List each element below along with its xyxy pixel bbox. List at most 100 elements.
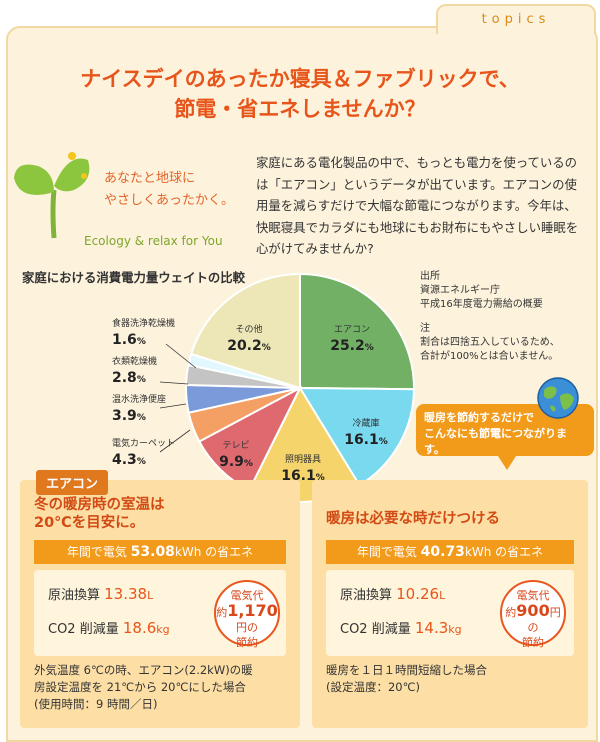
co2-unit: kg [448, 623, 462, 636]
pie-slice [189, 272, 301, 390]
callout-bubble: 暖房を節約するだけで こんなにも節電につながります。 [416, 404, 594, 470]
co2-label: CO2 削減量 [48, 622, 123, 637]
slice-label: テレビ [222, 440, 249, 451]
source-line-3: 平成16年度電力需給の概要 [420, 299, 543, 310]
cost-saving: 節約 [236, 636, 258, 649]
cost-label: 電気代 [516, 589, 550, 602]
slice-value: 9.9% [219, 454, 253, 470]
cost-amount: 約1,170円の [216, 603, 278, 635]
slice-value: 1.6% [112, 332, 146, 348]
panel2-cost-badge: 電気代 約900円の 節約 [500, 580, 566, 649]
tagline-line-2: やさしくあったかく。 [104, 193, 235, 208]
headline-line-2: 節電・省エネしませんか？ [174, 97, 426, 121]
tagline: あなたと地球に やさしくあったかく。 [104, 168, 234, 212]
cost-amount: 約900円の [502, 603, 564, 635]
co2-value: 14.3 [414, 619, 449, 637]
tagline-line-1: あなたと地球に [104, 171, 196, 186]
intro-text: 家庭にある電化製品の中で、もっとも電力を使っているのは「エアコン」というデータが… [256, 155, 579, 256]
panel2-stats-card: 原油換算 10.26L CO2 削減量 14.3kg 電気代 約900円の 節約 [326, 570, 574, 656]
slice-label: 電気カーペット [112, 437, 175, 449]
panel1-oil-stat: 原油換算 13.38L [48, 584, 153, 603]
panel-room-temp: 冬の暖房時の室温は 20℃を目安に。 年間で電気 53.08kWh の省エネ 原… [20, 480, 300, 728]
co2-unit: kg [156, 623, 170, 636]
pie-slice [299, 272, 415, 391]
bubble-line-2: こんなにも節電につながります。 [424, 427, 567, 456]
panel2-heading: 暖房は必要な時だけつける [326, 510, 500, 528]
source-line-1: 出所 [420, 271, 440, 282]
panel2-heading-line-1: 暖房は必要な時だけつける [326, 511, 500, 527]
co2-label: CO2 削減量 [340, 622, 415, 637]
rounding-note: 注 割合は四捨五入しているため、 合計が100%とは合いません。 [420, 322, 560, 364]
save-prefix: 年間で電気 [66, 545, 131, 559]
note-line-1: 注 [420, 323, 430, 334]
source-line-2: 資源エネルギー庁 [420, 285, 500, 296]
slice-label: 衣類乾燥機 [112, 355, 157, 367]
bubble-line-1: 暖房を節約するだけで [424, 411, 534, 424]
oil-unit: L [147, 589, 154, 602]
slice-value: 20.2% [227, 338, 271, 354]
note-line-2: 割合は四捨五入しているため、 [420, 337, 560, 348]
oil-value: 13.38 [104, 585, 148, 603]
slice-label: 温水洗浄便座 [112, 393, 166, 405]
cost-suffix: 円の [236, 621, 258, 634]
slice-value: 25.2% [330, 338, 374, 354]
cost-label: 電気代 [230, 589, 264, 602]
footnote-line-3: (使用時間：9 時間／日) [34, 697, 158, 711]
slice-label: 食器洗浄乾燥機 [112, 317, 175, 329]
category-tag: エアコン [36, 470, 109, 495]
slice-label: その他 [235, 323, 262, 335]
footnote-line-2: (設定温度：20℃) [326, 680, 421, 694]
oil-value: 10.26 [396, 585, 440, 603]
slice-value: 3.9% [112, 408, 146, 424]
panel2-oil-stat: 原油換算 10.26L [340, 584, 445, 603]
panel1-energy-saving: 年間で電気 53.08kWh の省エネ [34, 540, 286, 564]
panel1-heading-line-2: 20℃を目安に。 [34, 515, 145, 531]
panel1-stats-card: 原油換算 13.38L CO2 削減量 18.6kg 電気代 約1,170円の … [34, 570, 286, 656]
oil-label: 原油換算 [340, 588, 397, 603]
slice-value: 16.1% [344, 432, 388, 448]
panel2-footnote: 暖房を１日１時間短縮した場合 (設定温度：20℃) [326, 662, 586, 696]
panel1-cost-badge: 電気代 約1,170円の 節約 [214, 580, 280, 649]
panel1-heading: 冬の暖房時の室温は 20℃を目安に。 [34, 496, 165, 532]
save-value: 40.73 [420, 544, 465, 560]
slice-value: 4.3% [112, 452, 146, 468]
panel2-energy-saving: 年間で電気 40.73kWh の省エネ [326, 540, 574, 564]
panel1-co2-stat: CO2 削減量 18.6kg [48, 618, 170, 637]
headline: ナイスデイのあったか寝具＆ファブリックで、 節電・省エネしませんか？ [0, 64, 600, 124]
oil-label: 原油換算 [48, 588, 105, 603]
co2-value: 18.6 [122, 619, 157, 637]
eco-line: Ecology & relax for You [84, 234, 223, 248]
footnote-line-1: 暖房を１日１時間短縮した場合 [326, 663, 487, 677]
slice-value: 2.8% [112, 370, 146, 386]
panel1-footnote: 外気温度 6℃の時、エアコン(2.2kW)の暖 房設定温度を 21℃から 20℃… [34, 662, 294, 713]
leader-line [165, 343, 197, 369]
footnote-line-1: 外気温度 6℃の時、エアコン(2.2kW)の暖 [34, 663, 253, 677]
headline-line-1: ナイスデイのあったか寝具＆ファブリックで、 [80, 67, 520, 91]
cost-value: 900 [516, 601, 550, 620]
save-suffix: kWh の省エネ [174, 545, 254, 559]
leader-line [159, 429, 191, 453]
leader-line [159, 403, 187, 409]
cost-suffix: 円の [527, 606, 561, 634]
panel2-co2-stat: CO2 削減量 14.3kg [340, 618, 462, 637]
slice-label: 冷蔵庫 [352, 417, 379, 429]
tab-topics[interactable]: topics [436, 4, 596, 34]
panel-heating-time: 暖房は必要な時だけつける 年間で電気 40.73kWh の省エネ 原油換算 10… [312, 480, 588, 728]
globe-icon [537, 377, 579, 419]
source-note: 出所 資源エネルギー庁 平成16年度電力需給の概要 [420, 270, 543, 312]
leader-line [159, 381, 189, 385]
panel1-heading-line-1: 冬の暖房時の室温は [34, 497, 165, 513]
cost-prefix: 約 [216, 606, 228, 619]
save-prefix: 年間で電気 [356, 545, 421, 559]
save-suffix: kWh の省エネ [464, 545, 544, 559]
note-line-3: 合計が100%とは合いません。 [420, 351, 559, 362]
cost-value: 1,170 [227, 601, 278, 620]
sprout-icon [14, 152, 90, 239]
footnote-line-2: 房設定温度を 21℃から 20℃にした場合 [34, 680, 246, 694]
oil-unit: L [439, 589, 446, 602]
save-value: 53.08 [130, 544, 175, 560]
chart-title: 家庭における消費電力量ウェイトの比較 [22, 270, 246, 285]
slice-label: 照明器具 [285, 454, 321, 465]
